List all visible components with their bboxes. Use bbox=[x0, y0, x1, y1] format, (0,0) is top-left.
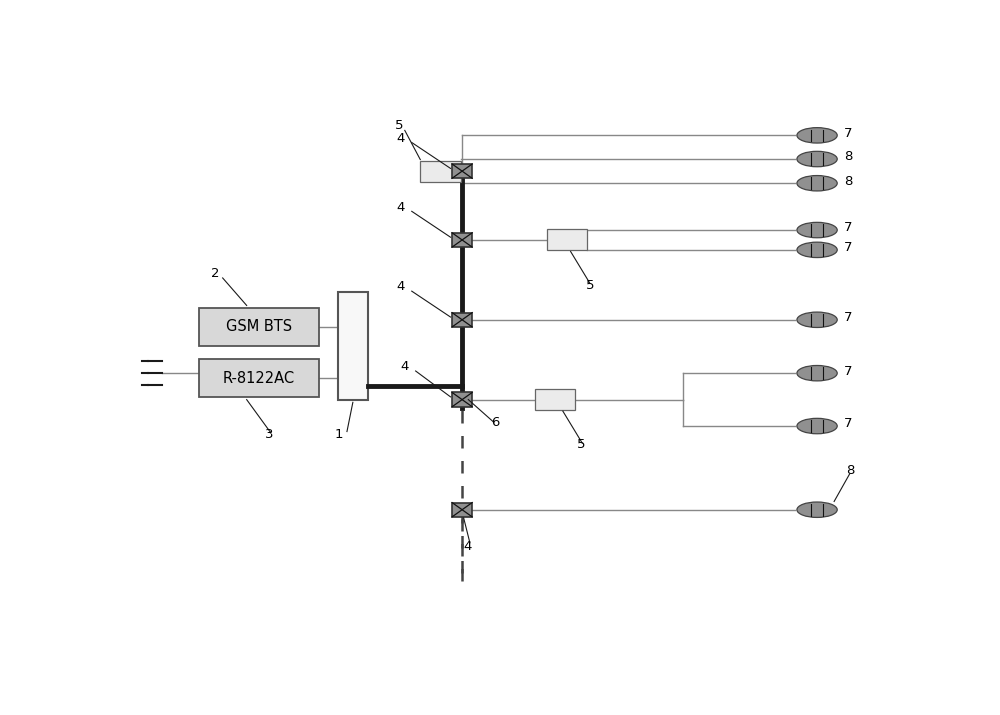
Text: 8: 8 bbox=[844, 174, 853, 187]
Bar bbox=[452, 164, 472, 178]
Text: 5: 5 bbox=[586, 279, 595, 292]
Bar bbox=[452, 393, 472, 407]
Text: 7: 7 bbox=[844, 418, 853, 430]
Text: 4: 4 bbox=[396, 280, 405, 293]
Bar bbox=[452, 233, 472, 247]
Text: 8: 8 bbox=[844, 150, 853, 164]
Ellipse shape bbox=[797, 176, 837, 191]
Bar bbox=[420, 161, 461, 182]
Text: 1: 1 bbox=[334, 428, 343, 441]
Text: 4: 4 bbox=[396, 200, 405, 214]
Bar bbox=[452, 312, 472, 327]
Text: 3: 3 bbox=[265, 428, 273, 441]
Ellipse shape bbox=[797, 418, 837, 434]
Bar bbox=[199, 360, 319, 397]
Text: GSM BTS: GSM BTS bbox=[226, 320, 292, 335]
Ellipse shape bbox=[797, 152, 837, 167]
Ellipse shape bbox=[797, 128, 837, 143]
Text: 7: 7 bbox=[844, 241, 853, 255]
Text: 7: 7 bbox=[844, 222, 853, 235]
Text: 8: 8 bbox=[846, 464, 854, 477]
Text: 4: 4 bbox=[396, 132, 405, 144]
Text: 7: 7 bbox=[844, 311, 853, 324]
Text: 7: 7 bbox=[844, 365, 853, 378]
Ellipse shape bbox=[797, 365, 837, 381]
Text: 6: 6 bbox=[491, 416, 499, 429]
Text: R-8122AC: R-8122AC bbox=[223, 370, 295, 385]
Bar bbox=[547, 230, 587, 250]
Bar bbox=[535, 389, 575, 410]
Text: 4: 4 bbox=[464, 540, 472, 553]
Ellipse shape bbox=[797, 312, 837, 327]
Ellipse shape bbox=[797, 242, 837, 257]
Text: 4: 4 bbox=[400, 360, 409, 373]
Bar bbox=[338, 292, 368, 400]
Ellipse shape bbox=[797, 502, 837, 518]
Text: 2: 2 bbox=[211, 267, 219, 280]
Bar bbox=[452, 503, 472, 517]
Text: 7: 7 bbox=[844, 127, 853, 139]
Text: 5: 5 bbox=[577, 438, 585, 451]
Text: 5: 5 bbox=[395, 119, 403, 132]
Ellipse shape bbox=[797, 222, 837, 238]
Bar bbox=[199, 308, 319, 345]
